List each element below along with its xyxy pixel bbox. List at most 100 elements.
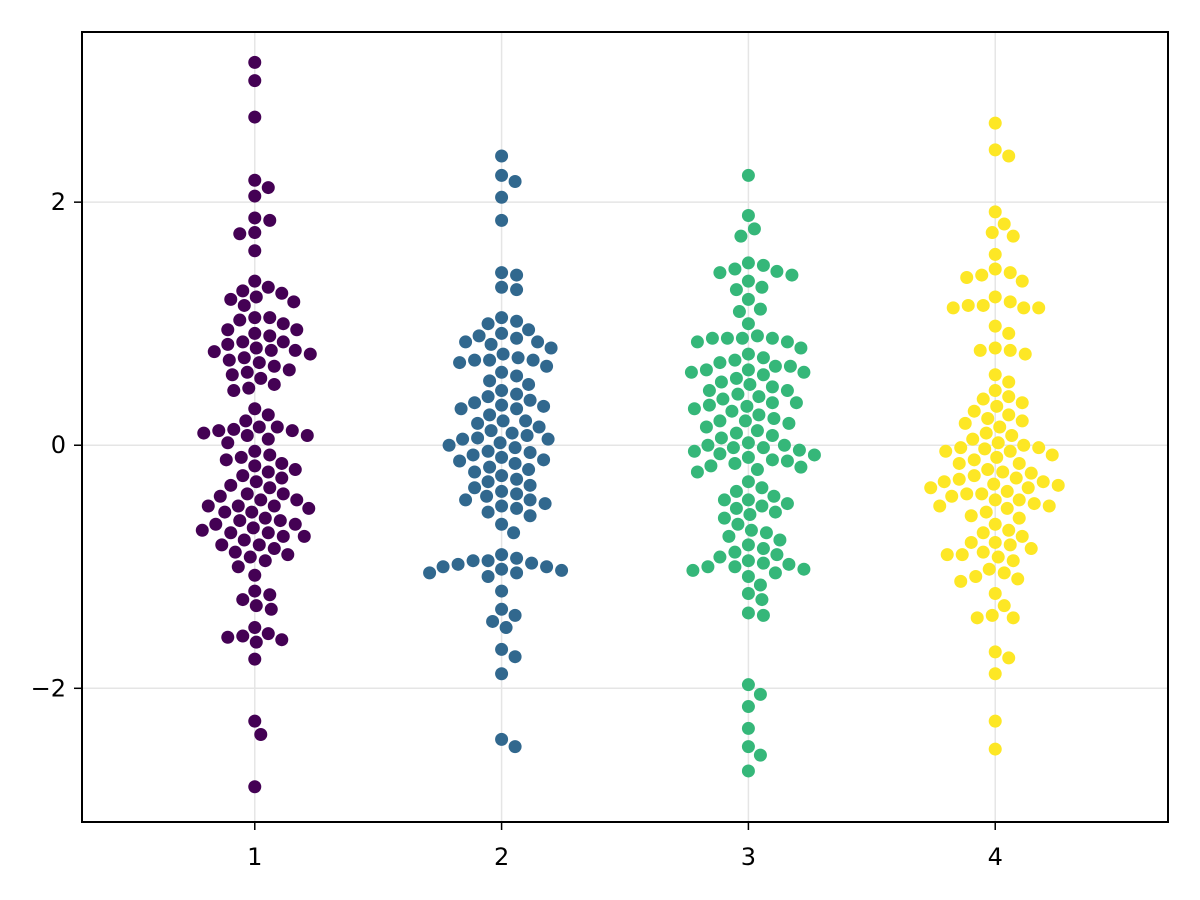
- scatter-point: [472, 329, 486, 343]
- scatter-point: [263, 213, 277, 227]
- scatter-point: [495, 732, 509, 746]
- scatter-point: [729, 426, 743, 440]
- scatter-point: [263, 588, 277, 602]
- scatter-point: [988, 517, 1002, 531]
- scatter-point: [960, 271, 974, 285]
- scatter-point: [726, 441, 740, 455]
- scatter-point: [976, 545, 990, 559]
- scatter-point: [729, 484, 743, 498]
- scatter-point: [1006, 229, 1020, 243]
- scatter-point: [468, 396, 482, 410]
- scatter-point: [750, 424, 764, 438]
- scatter-point: [713, 447, 727, 461]
- scatter-point: [976, 526, 990, 540]
- scatter-point: [1006, 554, 1020, 568]
- scatter-point: [261, 432, 275, 446]
- scatter-point: [540, 359, 554, 373]
- scatter-point: [261, 526, 275, 540]
- scatter-point: [743, 508, 757, 522]
- scatter-point: [468, 353, 482, 367]
- scatter-point: [967, 469, 981, 483]
- scatter-point: [511, 351, 525, 365]
- scatter-point: [1002, 149, 1016, 163]
- scatter-point: [525, 556, 539, 570]
- scatter-point: [264, 343, 278, 357]
- scatter-point: [495, 548, 509, 562]
- scatter-point: [728, 560, 742, 574]
- scatter-point: [195, 523, 209, 537]
- scatter-point: [753, 302, 767, 316]
- scatter-point: [699, 363, 713, 377]
- scatter-point: [701, 560, 715, 574]
- scatter-point: [946, 301, 960, 315]
- scatter-point: [960, 487, 974, 501]
- scatter-point: [747, 222, 761, 236]
- scatter-point: [756, 368, 770, 382]
- scatter-point: [468, 465, 482, 479]
- scatter-point: [789, 396, 803, 410]
- scatter-point: [218, 505, 232, 519]
- scatter-point: [239, 414, 253, 428]
- scatter-point: [1032, 301, 1046, 315]
- scatter-point: [937, 475, 951, 489]
- scatter-point: [480, 489, 494, 503]
- x-tick-label: 2: [494, 843, 509, 871]
- scatter-point: [988, 384, 1002, 398]
- scatter-point: [1002, 651, 1016, 665]
- scatter-point: [221, 337, 235, 351]
- scatter-point: [1027, 497, 1041, 511]
- scatter-point: [252, 356, 266, 370]
- scatter-point: [252, 420, 266, 434]
- scatter-point: [1015, 529, 1029, 543]
- x-tick-label: 1: [247, 843, 262, 871]
- scatter-point: [1006, 611, 1020, 625]
- scatter-point: [967, 453, 981, 467]
- scatter-point: [227, 384, 241, 398]
- scatter-point: [248, 74, 262, 88]
- scatter-point: [741, 606, 755, 620]
- scatter-point: [453, 454, 467, 468]
- scatter-point: [1018, 347, 1032, 361]
- scatter-point: [753, 578, 767, 592]
- scatter-point: [219, 453, 233, 467]
- scatter-point: [197, 426, 211, 440]
- scatter-point: [276, 335, 290, 349]
- scatter-point: [451, 557, 465, 571]
- scatter-point: [996, 465, 1010, 479]
- scatter-point: [537, 399, 551, 413]
- scatter-point: [731, 387, 745, 401]
- scatter-point: [495, 584, 509, 598]
- scatter-point: [510, 472, 524, 486]
- scatter-point: [752, 408, 766, 422]
- scatter-point: [792, 443, 806, 457]
- scatter-point: [991, 436, 1005, 450]
- scatter-point: [531, 335, 545, 349]
- scatter-point: [717, 493, 731, 507]
- scatter-point: [276, 529, 290, 543]
- scatter-point: [538, 497, 552, 511]
- scatter-point: [1012, 493, 1026, 507]
- scatter-point: [954, 441, 968, 455]
- scatter-point: [768, 505, 782, 519]
- scatter-point: [720, 331, 734, 345]
- scatter-point: [1045, 448, 1059, 462]
- scatter-point: [985, 608, 999, 622]
- scatter-point: [967, 404, 981, 418]
- scatter-point: [540, 560, 554, 574]
- scatter-point: [495, 469, 509, 483]
- scatter-point: [783, 359, 797, 373]
- scatter-point: [245, 505, 259, 519]
- scatter-point: [276, 487, 290, 501]
- scatter-point: [753, 748, 767, 762]
- scatter-point: [714, 375, 728, 389]
- scatter-point: [495, 398, 509, 412]
- scatter-point: [1002, 523, 1016, 537]
- scatter-point: [471, 416, 485, 430]
- scatter-point: [281, 548, 295, 562]
- scatter-point: [207, 345, 221, 359]
- scatter-point: [731, 517, 745, 531]
- scatter-point: [495, 667, 509, 681]
- y-tick-label: 2: [51, 188, 66, 216]
- scatter-point: [495, 190, 509, 204]
